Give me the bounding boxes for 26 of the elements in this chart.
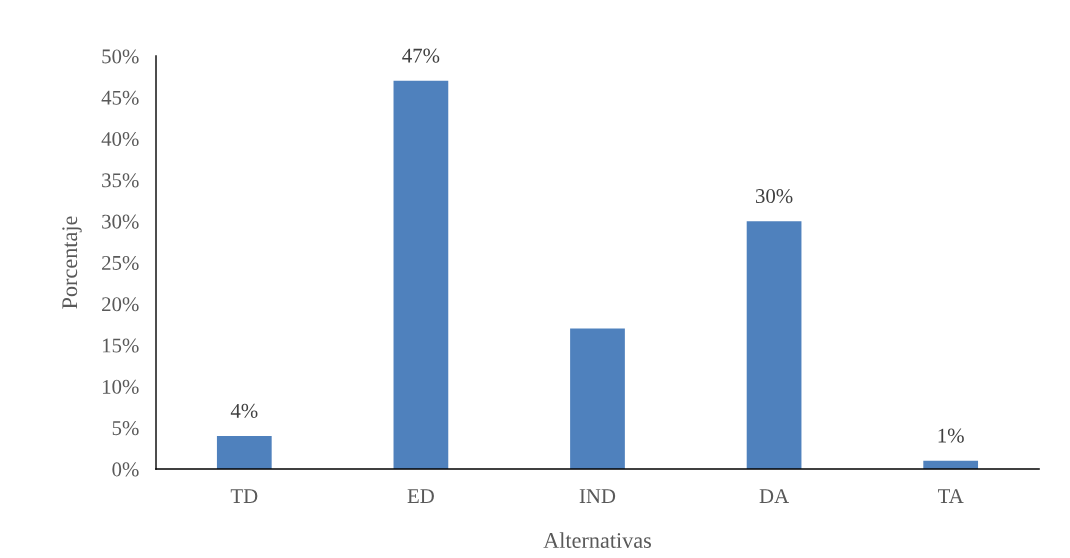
y-axis-title: Porcentaje — [62, 216, 82, 309]
x-tick-label: TD — [230, 489, 258, 503]
data-label: 30% — [755, 189, 793, 204]
x-tick-label: IND — [579, 489, 616, 503]
x-tick-label: ED — [407, 489, 434, 503]
y-tick-label: 10% — [102, 379, 139, 394]
bar — [216, 435, 272, 469]
y-tick-label: 25% — [102, 255, 139, 271]
y-tick-label: 15% — [102, 338, 139, 353]
y-tick-label: 0% — [112, 462, 139, 477]
y-tick-label: 35% — [102, 173, 139, 188]
y-tick-label: 20% — [102, 297, 139, 312]
data-label: 1% — [938, 428, 964, 443]
y-tick-label: 5% — [112, 421, 139, 436]
y-tick-label: 30% — [102, 214, 139, 229]
y-tick-label: 40% — [101, 131, 139, 147]
x-tick-label: DA — [759, 489, 789, 503]
y-tick-label: 45% — [101, 90, 139, 105]
bar — [393, 80, 449, 469]
x-tick-label: TA — [938, 489, 964, 503]
x-axis-title: Alternativas — [543, 532, 651, 548]
bar — [746, 221, 802, 469]
data-label: 4% — [230, 403, 258, 418]
bar — [570, 328, 625, 469]
data-label: 47% — [402, 48, 440, 63]
y-tick-label: 50% — [102, 49, 139, 64]
